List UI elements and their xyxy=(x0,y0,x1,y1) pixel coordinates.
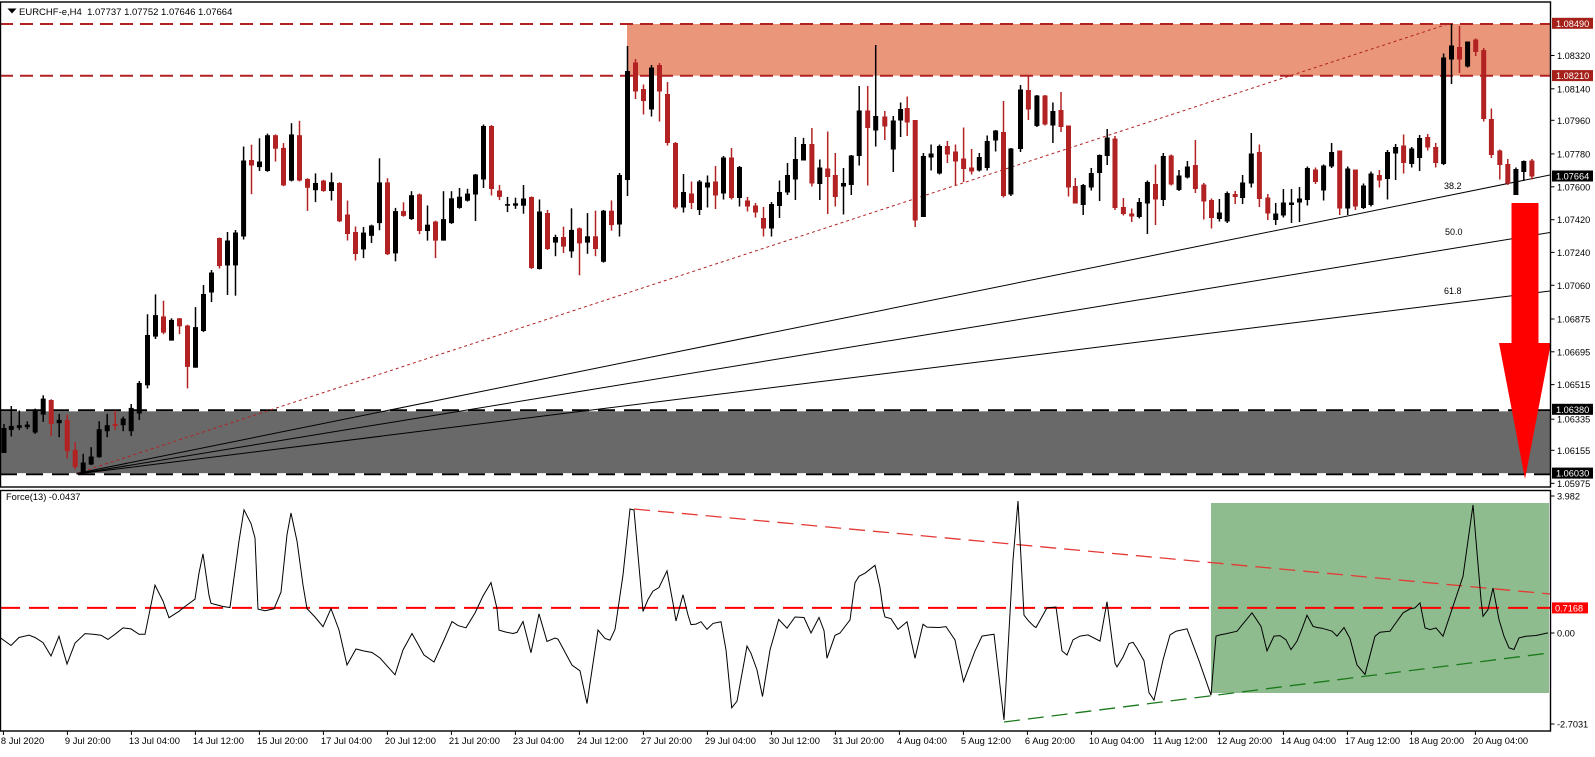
svg-text:1.06515: 1.06515 xyxy=(1557,380,1590,390)
svg-text:1.06695: 1.06695 xyxy=(1557,347,1590,357)
svg-text:1.05975: 1.05975 xyxy=(1557,479,1590,489)
svg-text:1.08320: 1.08320 xyxy=(1557,51,1590,61)
svg-text:17 Aug 12:00: 17 Aug 12:00 xyxy=(1345,735,1400,746)
svg-text:14 Aug 04:00: 14 Aug 04:00 xyxy=(1281,735,1336,746)
svg-text:61.8: 61.8 xyxy=(1444,286,1462,296)
svg-text:1.07060: 1.07060 xyxy=(1557,281,1590,291)
svg-text:0.00: 0.00 xyxy=(1557,629,1575,639)
svg-text:14 Jul 12:00: 14 Jul 12:00 xyxy=(193,735,244,746)
svg-text:1.06155: 1.06155 xyxy=(1557,446,1590,456)
svg-text:1.07240: 1.07240 xyxy=(1557,248,1590,258)
svg-text:1.08210: 1.08210 xyxy=(1556,71,1589,81)
svg-text:10 Aug 04:00: 10 Aug 04:00 xyxy=(1089,735,1144,746)
svg-text:-2.7031: -2.7031 xyxy=(1557,720,1588,730)
svg-text:38.2: 38.2 xyxy=(1444,181,1462,191)
svg-text:29 Jul 04:00: 29 Jul 04:00 xyxy=(705,735,756,746)
svg-text:11 Aug 12:00: 11 Aug 12:00 xyxy=(1153,735,1208,746)
svg-text:1.06030: 1.06030 xyxy=(1556,469,1589,479)
svg-text:17 Jul 04:00: 17 Jul 04:00 xyxy=(321,735,372,746)
svg-text:1.06380: 1.06380 xyxy=(1556,405,1589,415)
svg-text:1.06335: 1.06335 xyxy=(1557,415,1590,425)
svg-text:1.07420: 1.07420 xyxy=(1557,215,1590,225)
svg-text:5 Aug 12:00: 5 Aug 12:00 xyxy=(961,735,1011,746)
svg-text:1.07664: 1.07664 xyxy=(1556,172,1589,182)
svg-text:1.07780: 1.07780 xyxy=(1557,149,1590,159)
svg-text:EURCHF-e,H4 1.07737 1.07752 1: EURCHF-e,H4 1.07737 1.07752 1.07646 1.07… xyxy=(19,7,232,18)
svg-text:Force(13) -0.0437: Force(13) -0.0437 xyxy=(6,492,80,502)
svg-text:24 Jul 12:00: 24 Jul 12:00 xyxy=(577,735,628,746)
svg-text:15 Jul 20:00: 15 Jul 20:00 xyxy=(257,735,308,746)
svg-text:6 Aug 20:00: 6 Aug 20:00 xyxy=(1025,735,1075,746)
svg-text:9 Jul 20:00: 9 Jul 20:00 xyxy=(65,735,111,746)
svg-text:30 Jul 12:00: 30 Jul 12:00 xyxy=(769,735,820,746)
svg-text:1.07600: 1.07600 xyxy=(1557,182,1590,192)
svg-text:31 Jul 20:00: 31 Jul 20:00 xyxy=(833,735,884,746)
svg-text:27 Jul 20:00: 27 Jul 20:00 xyxy=(641,735,692,746)
svg-text:3.982: 3.982 xyxy=(1557,492,1580,502)
svg-text:21 Jul 20:00: 21 Jul 20:00 xyxy=(449,735,500,746)
svg-text:1.07960: 1.07960 xyxy=(1557,116,1590,126)
svg-text:20 Jul 12:00: 20 Jul 12:00 xyxy=(385,735,436,746)
svg-text:23 Jul 04:00: 23 Jul 04:00 xyxy=(513,735,564,746)
svg-text:20 Aug 04:00: 20 Aug 04:00 xyxy=(1473,735,1528,746)
svg-text:0.7168: 0.7168 xyxy=(1555,603,1583,613)
svg-text:13 Jul 04:00: 13 Jul 04:00 xyxy=(129,735,180,746)
svg-text:8 Jul 2020: 8 Jul 2020 xyxy=(1,735,44,746)
svg-text:12 Aug 20:00: 12 Aug 20:00 xyxy=(1217,735,1272,746)
svg-text:18 Aug 20:00: 18 Aug 20:00 xyxy=(1409,735,1464,746)
svg-text:50.0: 50.0 xyxy=(1445,227,1463,237)
svg-text:4 Aug 04:00: 4 Aug 04:00 xyxy=(897,735,947,746)
svg-text:1.06875: 1.06875 xyxy=(1557,315,1590,325)
svg-text:1.08140: 1.08140 xyxy=(1557,84,1590,94)
svg-text:1.08490: 1.08490 xyxy=(1556,19,1589,29)
